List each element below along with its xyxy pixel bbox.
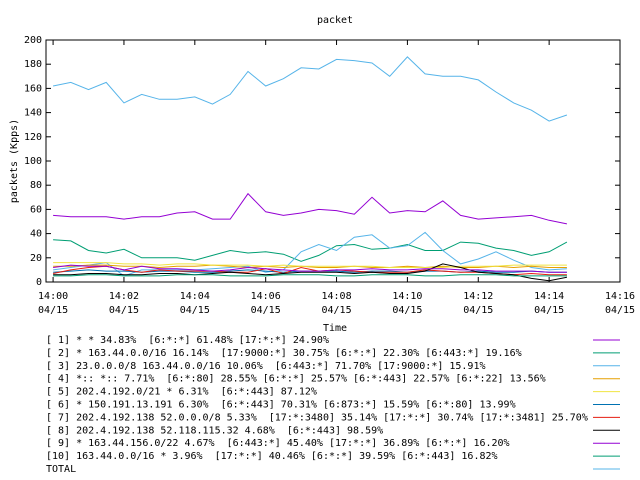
x-tick-date: 04/15 [534,305,564,316]
series-line [53,264,567,273]
series-line [53,231,567,277]
x-tick-date: 04/15 [38,305,68,316]
x-tick-label: 14:06 [251,291,281,302]
legend-label: [10] 163.44.0.0/16 * 3.96% [17:*:*] 40.4… [46,451,498,462]
legend-label: TOTAL [46,464,76,475]
y-tick-label: 140 [24,108,42,119]
y-tick-label: 20 [30,253,42,264]
chart-title: packet [317,15,353,26]
x-tick-date: 04/15 [321,305,351,316]
x-tick-label: 14:16 [605,291,635,302]
y-tick-label: 40 [30,229,42,240]
x-axis-label: Time [323,323,347,334]
series-line [53,239,568,262]
legend-label: [ 1] * * 34.83% [6:*:*] 61.48% [17:*:*] … [46,335,329,346]
x-tick-date: 04/15 [180,305,210,316]
x-tick-label: 14:10 [392,291,422,302]
legend-label: [ 8] 202.4.192.138 52.118.115.32 4.68% [… [46,425,383,436]
series-line [53,192,567,225]
y-tick-label: 160 [24,83,42,94]
y-tick-label: 120 [24,132,42,143]
legend-label: [ 7] 202.4.192.138 52.0.0.0/8 5.33% [17:… [46,412,588,423]
legend-label: [ 2] * 163.44.0.0/16 16.14% [17:9000:*] … [46,348,522,359]
y-tick-label: 0 [36,277,42,288]
x-tick-date: 04/15 [251,305,281,316]
y-tick-label: 60 [30,204,42,215]
y-axis-label: packets (Kpps) [9,119,20,203]
legend-label: [ 9] * 163.44.156.0/22 4.67% [6:443:*] 4… [46,438,510,449]
x-tick-date: 04/15 [109,305,139,316]
series-line [53,264,567,269]
x-tick-label: 14:00 [38,291,68,302]
y-tick-label: 80 [30,180,42,191]
legend-label: [ 3] 23.0.0.0/8 163.44.0.0/16 10.06% [6:… [46,361,486,372]
x-tick-date: 04/15 [392,305,422,316]
legend-label: [ 5] 202.4.192.0/21 * 6.31% [6:*:443] 87… [46,387,317,398]
series-line [53,56,568,122]
x-tick-label: 14:04 [180,291,210,302]
x-tick-date: 04/15 [463,305,493,316]
x-tick-label: 14:14 [534,291,564,302]
legend-label: [ 4] *:: *:: 7.71% [6:*:80] 28.55% [6:*:… [46,374,546,385]
x-tick-label: 14:12 [463,291,493,302]
y-tick-label: 100 [24,156,42,167]
x-tick-label: 14:08 [321,291,351,302]
legend-label: [ 6] * 150.191.13.191 6.30% [6:*:443] 70… [46,400,516,411]
series-line [53,263,567,282]
series-line [53,262,567,268]
x-tick-label: 14:02 [109,291,139,302]
y-tick-label: 180 [24,59,42,70]
x-tick-date: 04/15 [605,305,635,316]
series-line [53,274,567,277]
y-tick-label: 200 [24,35,42,46]
